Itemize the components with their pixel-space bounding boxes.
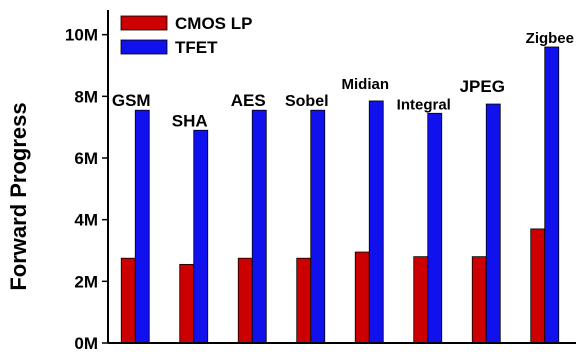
y-axis: 0M 2M 4M 6M 8M 10M: [65, 26, 108, 353]
y-tick-label: 4M: [74, 211, 98, 230]
legend-swatch-cmos-lp: [120, 15, 168, 31]
bar-cmos-lp-midian: [354, 251, 370, 344]
legend-label-cmos-lp: CMOS LP: [175, 14, 252, 33]
legend-label-tfet: TFET: [175, 38, 218, 57]
y-tick-label: 6M: [74, 149, 98, 168]
bar-tfet-sobel: [310, 109, 326, 344]
bar-cmos-lp-sobel: [296, 257, 312, 344]
y-tick-label: 0M: [74, 334, 98, 353]
y-axis-title: Forward Progress: [6, 102, 31, 290]
axis-lines: [107, 10, 576, 344]
category-label-jpeg: JPEG: [460, 77, 505, 96]
category-label-aes: AES: [231, 91, 266, 110]
bar-tfet-midian: [368, 100, 384, 344]
bar-tfet-sha: [193, 129, 209, 344]
category-label-gsm: GSM: [112, 91, 151, 110]
bar-tfet-zigbee: [544, 46, 560, 344]
legend: CMOS LP TFET: [120, 14, 252, 57]
bar-tfet-aes: [251, 109, 267, 344]
bar-tfet-jpeg: [485, 103, 501, 344]
bar-tfet-gsm: [134, 109, 150, 344]
bar-cmos-lp-gsm: [120, 257, 136, 344]
category-label-sha: SHA: [172, 111, 208, 130]
category-label-sobel: Sobel: [285, 93, 329, 110]
bar-cmos-lp-sha: [179, 263, 195, 344]
category-label-zigbee: Zigbee: [526, 30, 574, 47]
bars: [120, 46, 560, 344]
y-tick-label: 8M: [74, 87, 98, 106]
category-labels: GSM SHA AES Sobel Midian Integral JPEG Zigbee: [112, 30, 574, 130]
legend-swatch-tfet: [120, 39, 168, 55]
y-tick-label: 10M: [65, 26, 98, 45]
category-label-midian: Midian: [342, 76, 390, 93]
y-tick-label: 2M: [74, 272, 98, 291]
bar-cmos-lp-aes: [237, 257, 253, 344]
bar-cmos-lp-integral: [413, 256, 429, 344]
bar-tfet-integral: [427, 112, 443, 344]
bar-cmos-lp-zigbee: [530, 228, 546, 344]
bar-cmos-lp-jpeg: [471, 256, 487, 344]
category-label-integral: Integral: [397, 96, 451, 113]
